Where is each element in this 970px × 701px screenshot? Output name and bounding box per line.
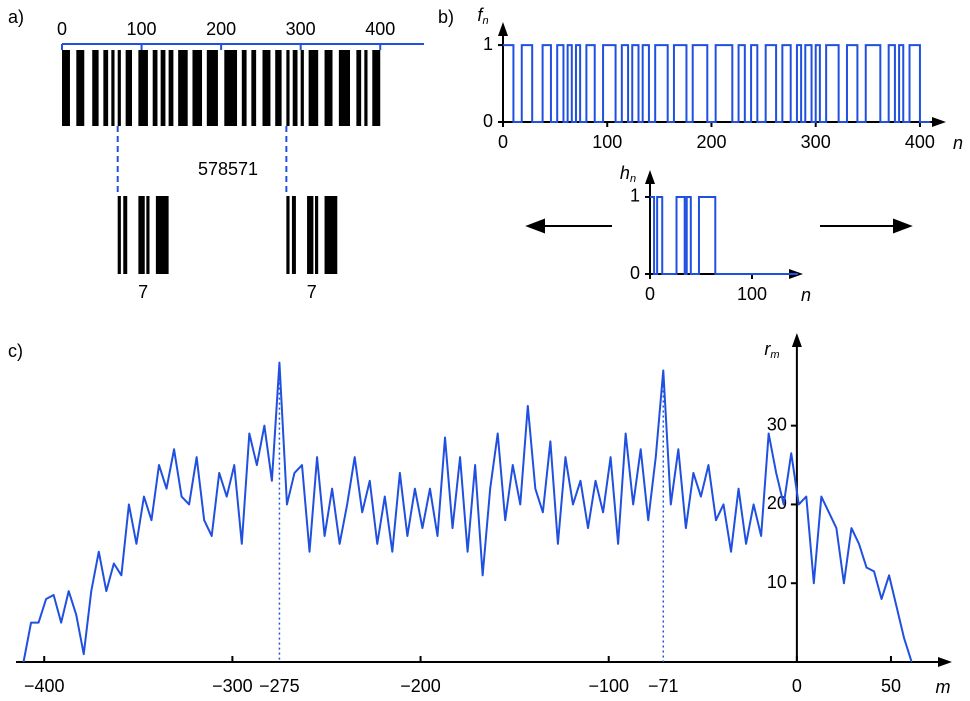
- barcode-bar: [356, 50, 362, 126]
- barcode-bar: [111, 50, 115, 126]
- barcode-bar: [251, 50, 257, 126]
- barcode-bar: [286, 50, 290, 126]
- marker-label: −275: [259, 676, 300, 696]
- panel-label: a): [8, 7, 24, 27]
- barcode-bar: [292, 50, 298, 126]
- x-tick-label: 400: [365, 19, 395, 39]
- barcode-bar: [364, 50, 368, 126]
- x-tick-label: 0: [57, 19, 67, 39]
- axis-arrow: [932, 117, 946, 127]
- y-tick-label: 0: [630, 263, 640, 283]
- step-line: [503, 44, 931, 123]
- sub-barcode-bar: [324, 196, 338, 274]
- sub-barcode-bar: [123, 196, 128, 274]
- barcode-bar: [275, 50, 282, 126]
- barcode-bar: [324, 50, 333, 126]
- data-line: [22, 361, 913, 663]
- x-tick-label: 100: [592, 132, 622, 152]
- copy-label: 7: [138, 282, 148, 302]
- sub-barcode-bar: [286, 196, 290, 274]
- x-axis-label: n: [953, 133, 963, 153]
- sub-barcode-bar: [307, 196, 314, 274]
- arrows: [525, 218, 913, 234]
- sub-barcode-bar: [155, 196, 169, 274]
- axis-label-main: h: [620, 163, 630, 183]
- axis-arrow: [791, 333, 802, 347]
- x-tick-label: −300: [212, 676, 253, 696]
- y-tick-label: 10: [767, 572, 787, 592]
- x-tick-label: 200: [206, 19, 236, 39]
- x-tick-label: −200: [400, 676, 441, 696]
- step-line: [650, 195, 798, 275]
- axis-label-main: r: [764, 339, 771, 359]
- barcode-bar: [372, 50, 381, 126]
- axis-label: fn: [477, 5, 488, 27]
- y-tick-label: 0: [483, 111, 493, 131]
- x-tick-label: 0: [792, 676, 802, 696]
- barcode-bar: [224, 50, 238, 126]
- y-tick-label: 30: [767, 414, 787, 434]
- barcode-bar: [300, 50, 304, 126]
- axis-arrow: [498, 22, 508, 36]
- sub-barcode-bar: [315, 196, 319, 274]
- barcode-bar: [125, 50, 133, 126]
- x-tick-label: −400: [24, 676, 65, 696]
- barcode-bar: [92, 50, 99, 126]
- barcode-bar: [152, 50, 158, 126]
- x-tick-label: −100: [588, 676, 629, 696]
- x-tick-label: 300: [801, 132, 831, 152]
- y-tick-label: 1: [630, 186, 640, 206]
- barcode-bar: [308, 50, 319, 126]
- barcode-bar: [262, 50, 271, 126]
- barcode-bar: [338, 50, 351, 126]
- sub-barcode-bar: [291, 196, 296, 274]
- arrow-head: [525, 218, 545, 234]
- barcode-bar: [103, 50, 109, 126]
- x-tick-label: 0: [645, 284, 655, 304]
- x-tick-label: 100: [127, 19, 157, 39]
- x-axis-label: m: [936, 677, 951, 697]
- y-tick-label: 1: [483, 34, 493, 54]
- x-tick-label: 300: [286, 19, 316, 39]
- barcode-bar: [241, 50, 247, 126]
- axis-label: rm: [764, 339, 779, 361]
- axis-label-sub: m: [770, 349, 779, 361]
- x-tick-label: 200: [696, 132, 726, 152]
- barcode-bar: [62, 50, 70, 126]
- marker-label: −71: [648, 676, 679, 696]
- barcode-bar: [168, 50, 174, 126]
- axis-arrow: [938, 657, 952, 667]
- x-tick-label: 50: [881, 676, 901, 696]
- sub-barcode-bar: [138, 196, 145, 274]
- x-axis-label: n: [801, 285, 811, 305]
- barcode-bar: [178, 50, 188, 126]
- axis-arrow: [645, 170, 655, 184]
- axis-label-sub: n: [482, 15, 488, 27]
- axis-label-main: f: [477, 5, 484, 25]
- barcode-bar: [117, 50, 121, 126]
- sub-barcode-bar: [146, 196, 150, 274]
- barcode-bar: [160, 50, 166, 126]
- axis-label: hn: [620, 163, 636, 185]
- barcode-bar: [138, 50, 148, 126]
- barcode-bar: [192, 50, 203, 126]
- sub-barcode-bar: [117, 196, 121, 274]
- copy-label: 7: [307, 282, 317, 302]
- x-tick-label: 400: [905, 132, 935, 152]
- axis-label-sub: n: [630, 173, 636, 185]
- barcode-bar: [76, 50, 85, 126]
- panel-label: b): [438, 7, 454, 27]
- panel-label: c): [8, 341, 23, 361]
- barcode-bar: [206, 50, 218, 126]
- x-tick-label: 100: [737, 284, 767, 304]
- pattern-label: 578571: [198, 159, 258, 179]
- x-tick-label: 0: [498, 132, 508, 152]
- arrow-head: [893, 218, 913, 234]
